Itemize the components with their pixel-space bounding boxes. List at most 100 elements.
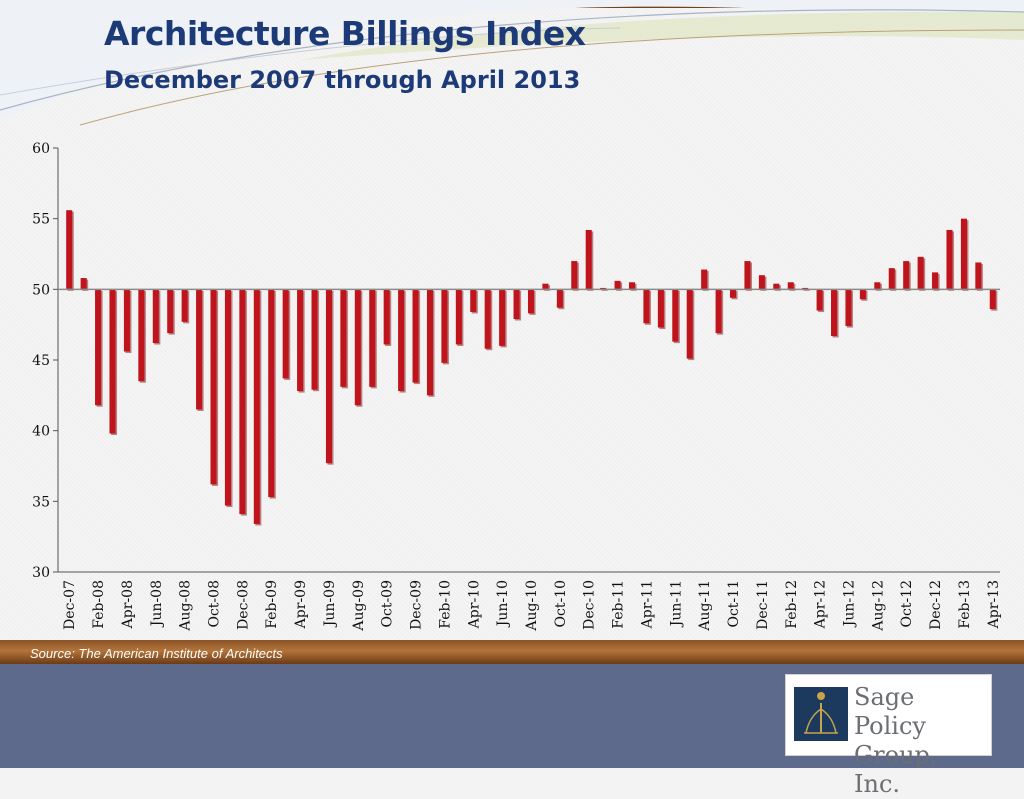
bar (80, 278, 87, 290)
bar (138, 289, 145, 382)
bar (109, 289, 116, 434)
bar (946, 229, 953, 290)
bar (917, 256, 924, 290)
bar (95, 289, 102, 406)
bar (744, 261, 751, 290)
bar (758, 275, 765, 290)
bar (816, 289, 823, 311)
bar (325, 289, 332, 464)
y-tick-label: 60 (32, 141, 50, 157)
bar (787, 282, 794, 290)
bar (340, 289, 347, 387)
x-tick-label: Apr-08 (120, 580, 136, 629)
x-tick-label: Feb-09 (264, 580, 280, 629)
x-tick-label: Dec-12 (928, 580, 944, 630)
x-tick-label: Aug-12 (870, 580, 886, 632)
x-tick-label: Apr-09 (293, 580, 309, 629)
logo-text: Sage Policy Group, Inc. (854, 683, 991, 799)
x-tick-label: Apr-10 (466, 580, 482, 629)
logo-line-2: Group, Inc. (854, 741, 938, 798)
bar (383, 289, 390, 345)
chart-subtitle: December 2007 through April 2013 (104, 66, 581, 94)
y-tick-label: 40 (32, 424, 50, 440)
bar (585, 229, 592, 290)
bar (730, 289, 737, 298)
bar (845, 289, 852, 327)
x-tick-label: Jun-11 (668, 580, 684, 628)
x-tick-label: Aug-10 (524, 580, 540, 632)
x-tick-label: Oct-12 (899, 580, 915, 628)
x-tick-label: Oct-09 (380, 580, 396, 628)
bar (989, 289, 996, 310)
x-tick-label: Feb-11 (611, 580, 627, 629)
footer-bar (0, 640, 1024, 664)
bar (297, 289, 304, 392)
bar (859, 289, 866, 300)
chart-title: Architecture Billings Index (104, 14, 586, 53)
bar (66, 210, 73, 290)
bar (441, 289, 448, 363)
bar (239, 289, 246, 515)
bar (311, 289, 318, 390)
x-tick-label: Jun-08 (149, 580, 165, 628)
x-tick-label: Feb-10 (437, 580, 453, 629)
x-tick-label: Jun-10 (495, 580, 511, 628)
bar-shadow (601, 289, 608, 291)
y-tick-label: 45 (32, 353, 50, 369)
bar (686, 289, 693, 359)
bar (571, 261, 578, 290)
bar (960, 218, 967, 290)
x-tick-label: Feb-08 (91, 580, 107, 629)
x-tick-label: Dec-10 (582, 580, 598, 630)
bar (152, 289, 159, 344)
x-tick-label: Dec-11 (755, 580, 771, 630)
bar (253, 289, 260, 524)
x-tick-label: Oct-11 (726, 580, 742, 628)
x-tick-label: Jun-09 (322, 580, 338, 628)
bar (455, 289, 462, 345)
bar (412, 289, 419, 383)
x-tick-label: Oct-08 (207, 580, 223, 628)
x-tick-label: Apr-13 (986, 580, 1002, 629)
bar (932, 272, 939, 290)
bar-shadow (803, 289, 810, 291)
bar (628, 282, 636, 290)
bar (614, 280, 621, 290)
bar (672, 289, 679, 342)
x-tick-label: Dec-09 (409, 580, 425, 630)
bar (831, 289, 838, 336)
bar-chart: 30 35 40 45 50 55 60 Dec-07 Feb-08 Apr-08 Jun-08 Au… (32, 141, 1002, 632)
slide: Architecture Billings Index December 200… (0, 0, 1024, 640)
y-tick-label: 35 (32, 494, 50, 510)
x-tick-label: Feb-12 (784, 580, 800, 629)
bar (542, 283, 549, 290)
bar (224, 289, 231, 506)
sage-policy-logo: Sage Policy Group, Inc. (785, 674, 992, 798)
bar (196, 289, 203, 410)
bar (888, 268, 895, 290)
bar (282, 289, 289, 379)
bar (470, 289, 477, 312)
x-tick-label: Jun-12 (841, 580, 857, 628)
x-tick-label: Dec-08 (235, 580, 251, 630)
decorative-swoosh (0, 0, 1024, 126)
y-tick-label: 30 (32, 565, 50, 581)
x-tick-label: Aug-09 (351, 580, 367, 632)
bar (513, 289, 520, 320)
bar (874, 282, 881, 290)
bar (643, 289, 650, 324)
bar (426, 289, 434, 396)
x-tick-label: Oct-10 (553, 580, 569, 628)
bar (715, 289, 722, 334)
bar (527, 289, 535, 314)
bar (268, 289, 275, 498)
bar (499, 289, 506, 346)
x-tick-label: Feb-13 (957, 580, 973, 629)
logo-emblem-icon (794, 687, 848, 741)
y-tick-label: 50 (32, 282, 50, 298)
x-tick-label: Dec-07 (62, 580, 78, 630)
bar (354, 289, 361, 406)
bar (903, 261, 910, 290)
x-tick-label: Aug-11 (697, 580, 713, 632)
bar (657, 289, 664, 328)
